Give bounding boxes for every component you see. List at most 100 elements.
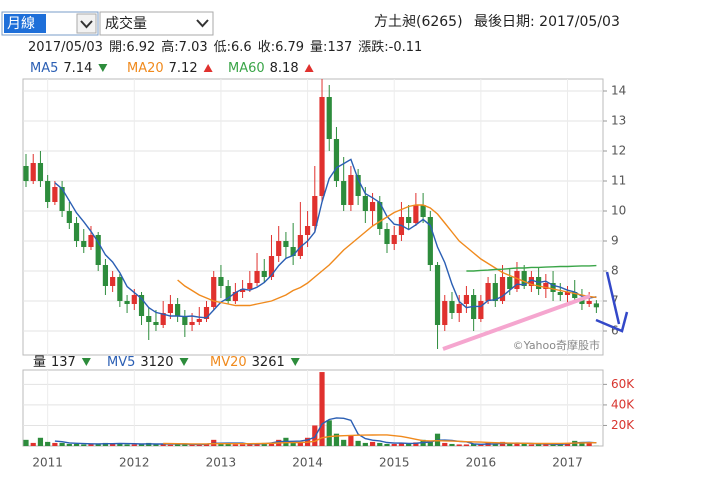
volume-bar (124, 444, 130, 446)
volume-bar (268, 443, 275, 446)
volume-bar (341, 439, 347, 446)
x-tick-label: 2011 (32, 456, 63, 470)
candle-body (478, 301, 484, 319)
volume-bar (514, 442, 520, 446)
ma-line (54, 417, 597, 446)
candle-body (377, 202, 383, 229)
candle-body (66, 211, 72, 223)
indicator-dropdown[interactable]: 成交量 (99, 11, 214, 36)
plot: 6789101112131420K40K60K (23, 79, 635, 446)
candle-body (160, 313, 166, 325)
volume-bar (406, 443, 412, 446)
legend-entry: 量 137 (33, 355, 76, 370)
x-tick-label: 2016 (466, 456, 497, 470)
candle-body (240, 289, 246, 292)
legend-entry: MV5 3120 (107, 355, 173, 370)
volume-bar (478, 444, 484, 446)
arrow-shaft (605, 271, 621, 325)
volume-bar (427, 441, 433, 446)
candle-body (88, 235, 94, 247)
trend-icon (81, 358, 91, 366)
y-tick-label: 11 (611, 174, 626, 188)
legend-name: MV5 (107, 355, 135, 370)
volume-bar (348, 435, 354, 446)
volume-bar (247, 444, 253, 446)
candle-body (175, 304, 181, 316)
candle-body (485, 283, 491, 301)
y-tick-label: 8 (611, 264, 619, 278)
candle-body (514, 271, 520, 289)
arrow-head (595, 311, 629, 333)
volume-bar (312, 425, 318, 446)
ma-line (54, 158, 597, 319)
x-tick-label: 2013 (206, 456, 237, 470)
candle-body (586, 301, 592, 304)
candle-body (521, 271, 527, 286)
trend-icon (98, 64, 108, 72)
volume-bar (167, 444, 173, 446)
candle-body (413, 205, 419, 223)
y-tick-label: 60K (611, 377, 635, 391)
volume-bar (413, 442, 419, 446)
volume-bar (254, 443, 260, 446)
dropdown-button (76, 13, 97, 34)
candle-body (117, 277, 123, 301)
candle-body (427, 217, 433, 265)
volume-bar (182, 443, 188, 446)
volume-bar (23, 439, 29, 446)
volume-bar (521, 443, 527, 446)
legend-value: 8.18 (270, 61, 299, 76)
candle-body (369, 202, 376, 211)
legend-value: 3261 (252, 355, 285, 370)
candle-body (73, 223, 80, 241)
volume-bar (557, 444, 563, 446)
candle-body (593, 303, 599, 308)
quote-label: 漲跌: (358, 39, 388, 55)
trend-icon (179, 358, 189, 366)
chevron (196, 19, 209, 28)
volume-bar (138, 443, 145, 446)
legend-entry: MA20 7.12 (127, 61, 198, 76)
candle-body (283, 241, 289, 247)
candle-body (232, 292, 238, 301)
ma-line (177, 204, 597, 307)
candle-body (138, 295, 145, 316)
y-tick-label: 6 (611, 324, 619, 338)
trend-icon (290, 358, 300, 366)
period-dropdown[interactable]: 月線 (1, 11, 99, 36)
candle-body (189, 322, 195, 325)
quote-date: 2017/05/03 (28, 40, 103, 55)
legend-entry: MA5 7.14 (30, 61, 92, 76)
volume-bar (110, 443, 116, 446)
volume-bar (290, 442, 296, 446)
volume-bar (564, 442, 571, 446)
candle-body (261, 271, 267, 277)
candle-body (131, 295, 137, 304)
candle-body (247, 283, 253, 289)
candle-body (203, 307, 210, 319)
volume-bar (507, 443, 513, 446)
quote-value: 6.79 (275, 40, 304, 55)
candle-body (211, 277, 217, 307)
volume-bar (333, 433, 340, 446)
x-tick-label: 2015 (379, 456, 410, 470)
volume-bar (326, 420, 332, 446)
candle-body (463, 295, 470, 304)
candle-body (507, 277, 513, 289)
x-tick-label: 2014 (292, 456, 323, 470)
ma-line (466, 264, 597, 272)
volume-bar (391, 443, 397, 446)
candle-body (23, 166, 29, 181)
volume-bar (369, 441, 376, 446)
candle-body (196, 319, 202, 322)
quote-value: 137 (327, 40, 352, 55)
candle-body (391, 235, 397, 244)
candle-body (153, 322, 159, 325)
candle-body (37, 163, 44, 181)
candle-body (449, 301, 455, 313)
dropdown-text: 月線 (7, 16, 35, 32)
candle-body (564, 292, 571, 295)
dropdown-selection (4, 14, 46, 33)
